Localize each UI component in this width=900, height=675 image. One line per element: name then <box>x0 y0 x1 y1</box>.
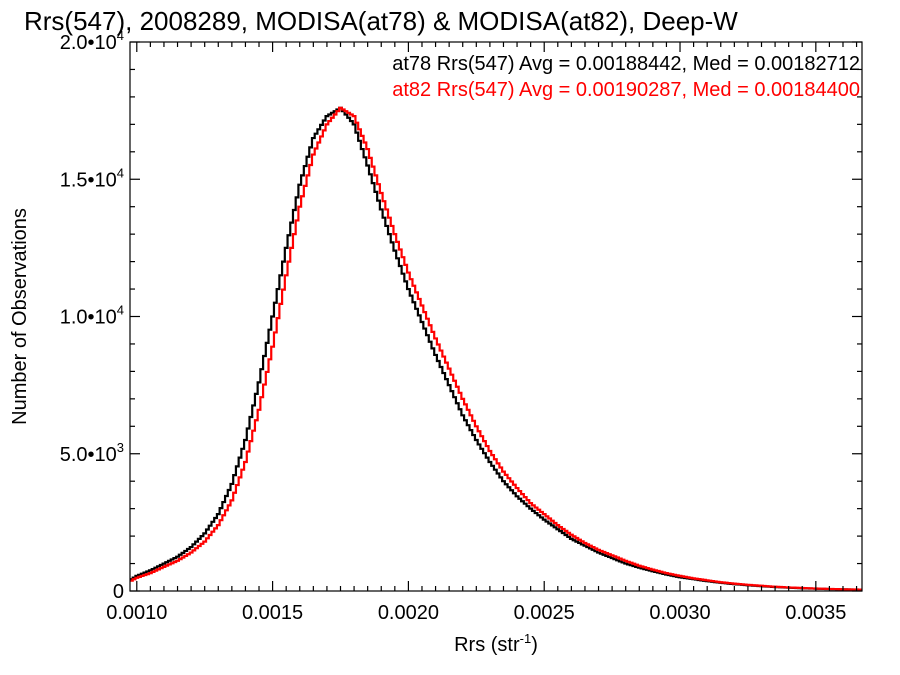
y-tick-label: 1.0•104 <box>60 303 124 329</box>
y-tick-label: 2.0•104 <box>60 28 124 54</box>
series-at82-stats: at82 Rrs(547) Avg = 0.00190287, Med = 0.… <box>392 79 860 101</box>
x-tick-label: 0.0025 <box>514 602 575 624</box>
x-tick-label: 0.0015 <box>242 602 303 624</box>
x-tick-label: 0.0035 <box>785 602 846 624</box>
y-axis: 0 5.0•103 1.0•104 1.5•104 2.0•104 <box>60 28 862 603</box>
x-tick-label: 0.0020 <box>378 602 439 624</box>
x-tick-label: 0.0030 <box>649 602 710 624</box>
x-tick-label: 0.0010 <box>106 602 167 624</box>
chart-title: Rrs(547), 2008289, MODISA(at78) & MODISA… <box>24 6 738 36</box>
x-axis-label: Rrs (str-1) <box>454 631 538 656</box>
series-line-at82 <box>130 106 862 591</box>
x-axis: 0.0010 0.0015 0.0020 0.0025 0.0030 0.0035 <box>106 42 858 624</box>
series-at78-stats: at78 Rrs(547) Avg = 0.00188442, Med = 0.… <box>392 53 860 75</box>
y-tick-label: 0 <box>113 581 124 603</box>
y-axis-label: Number of Observations <box>9 208 31 425</box>
series-line-at78 <box>130 106 862 591</box>
plot-frame <box>129 41 863 592</box>
series-layer <box>130 106 862 591</box>
y-tick-label: 1.5•104 <box>60 165 124 191</box>
y-tick-label: 5.0•103 <box>60 440 124 466</box>
